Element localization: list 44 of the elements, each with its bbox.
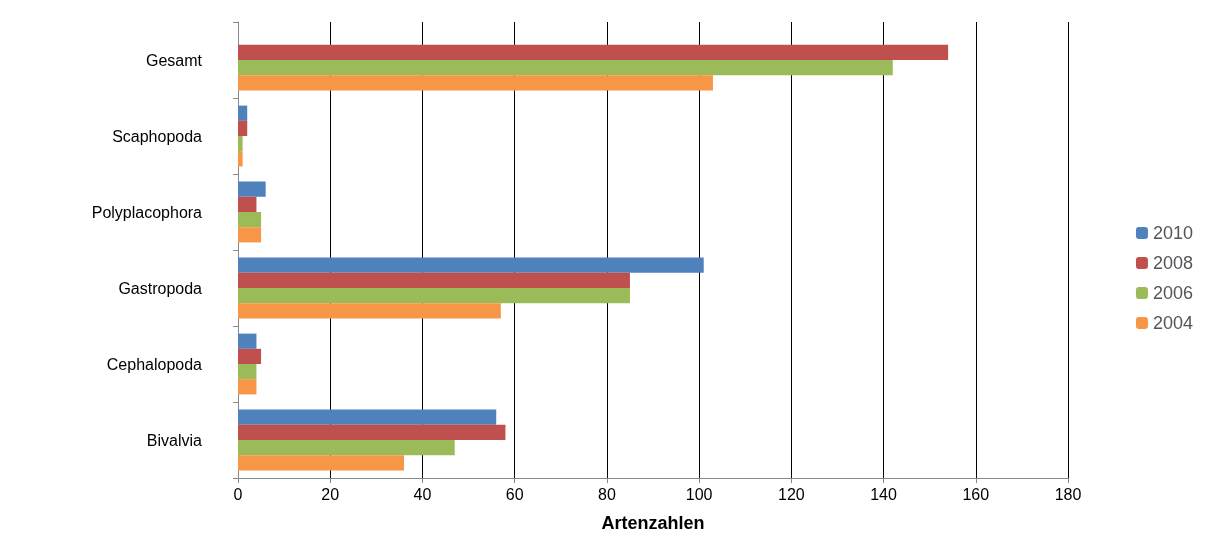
bar (238, 105, 248, 121)
bar (238, 455, 404, 471)
bar (238, 44, 949, 60)
bar (238, 212, 262, 228)
x-tick-label: 140 (870, 485, 897, 503)
bar (238, 424, 506, 440)
bar (238, 364, 257, 380)
bar (238, 227, 262, 243)
y-tick-label: Cephalopoda (106, 355, 203, 373)
bar (238, 181, 266, 197)
x-tick-label: 60 (505, 485, 524, 503)
bar (238, 409, 497, 425)
bar (238, 136, 243, 152)
bar (238, 303, 501, 319)
bar (238, 120, 248, 136)
bar (238, 196, 257, 212)
bar (238, 288, 630, 304)
bar (238, 75, 713, 91)
bar (238, 379, 257, 395)
bar (238, 60, 893, 76)
x-tick-label: 120 (777, 485, 805, 503)
bar (238, 333, 257, 349)
x-axis-title: Artenzahlen (601, 513, 705, 533)
y-tick-label: Gesamt (145, 51, 203, 69)
legend-label: 2006 (1152, 283, 1193, 303)
x-tick-label: 40 (413, 485, 432, 503)
bar (238, 348, 262, 364)
legend-label: 2004 (1152, 313, 1193, 333)
y-tick-label: Bivalvia (146, 431, 203, 449)
x-tick-label: 80 (597, 485, 616, 503)
x-tick-label: 20 (321, 485, 340, 503)
y-tick-label: Polyplacophora (91, 203, 203, 221)
y-tick-label: Scaphopoda (112, 127, 203, 145)
legend-label: 2008 (1152, 253, 1193, 273)
bar (238, 257, 704, 273)
legend-label: 2010 (1152, 223, 1193, 243)
x-tick-label: 0 (233, 485, 243, 503)
x-tick-label: 160 (962, 485, 990, 503)
x-tick-label: 180 (1054, 485, 1082, 503)
bar (238, 151, 243, 167)
y-tick-label: Gastropoda (118, 279, 203, 297)
bar (238, 272, 630, 288)
x-tick-label: 100 (685, 485, 713, 503)
bar (238, 440, 455, 456)
